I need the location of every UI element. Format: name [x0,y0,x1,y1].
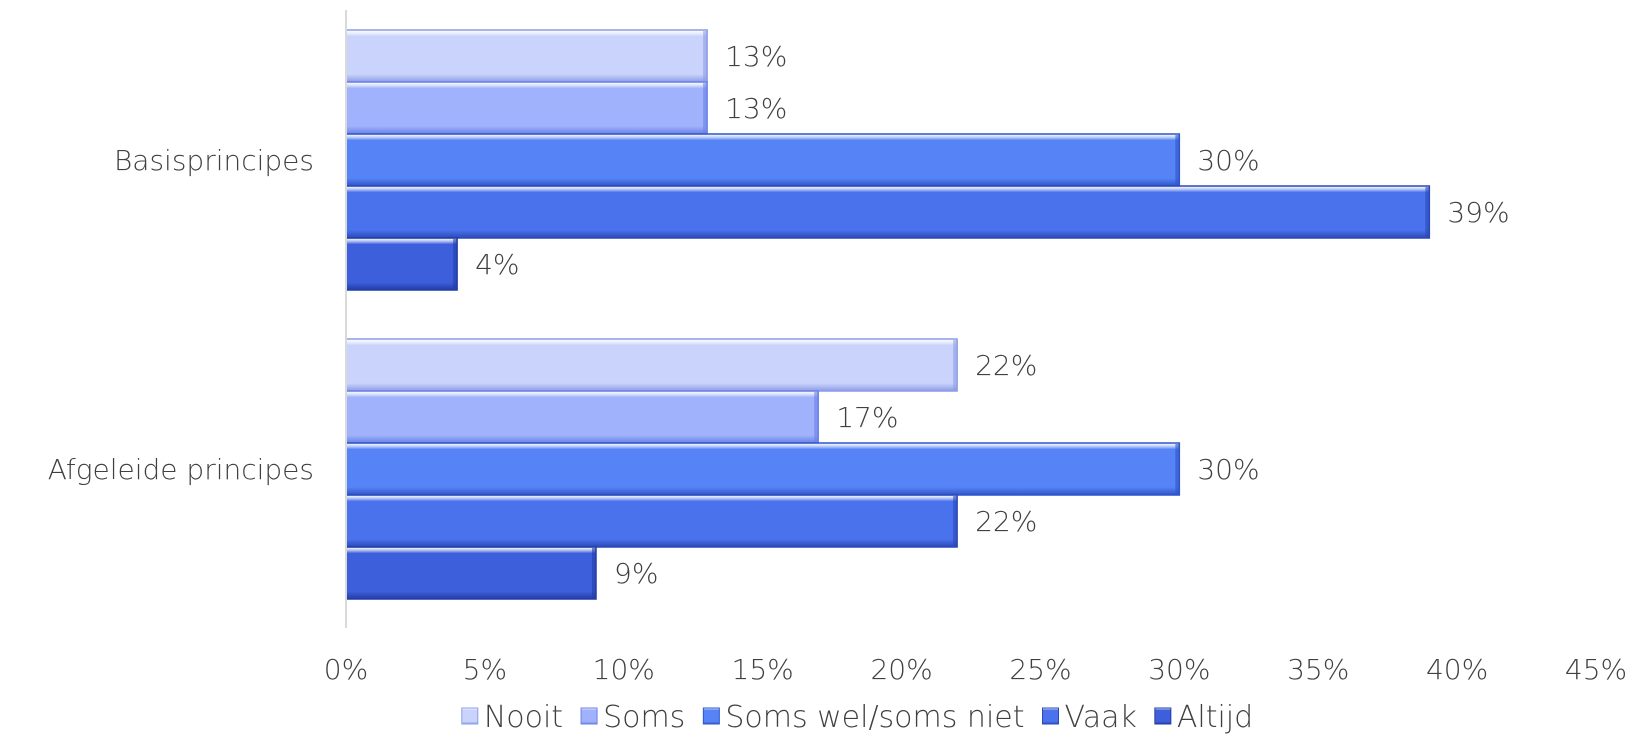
data-label-0-1: 13% [725,92,787,125]
data-labels-layer: 13% 13% 30% 39% 4% 22% 17% 30% 22% 9% [475,40,1509,590]
bar-1-3 [345,494,958,548]
legend-item-1: Soms [580,700,685,735]
x-tick-label-4: 20% [870,653,932,686]
legend-swatch-0 [461,707,479,725]
legend-swatch-3 [1042,707,1059,725]
legend-item-0: Nooit [461,700,563,735]
bar-1-4 [345,546,597,600]
bar-1-0 [345,338,958,392]
bar-edge-0-1 [703,83,708,133]
bar-edge-1-3 [953,496,958,546]
category-label-0: Basisprincipes [114,144,314,177]
bars-layer [345,29,1431,600]
bar-edge-0-3 [1425,187,1430,237]
legend-item-4: Altijd [1154,700,1253,735]
x-tick-label-1: 5% [463,653,507,686]
x-tick-label-0: 0% [324,653,368,686]
data-label-0-0: 13% [725,40,787,73]
legend: Nooit Soms Soms wel/soms niet Vaak Altijd [461,700,1253,735]
x-tick-label-9: 45% [1565,653,1627,686]
bar-0-4 [345,237,458,291]
x-tick-label-7: 35% [1287,653,1349,686]
x-tick-label-5: 25% [1009,653,1071,686]
legend-label-3: Vaak [1065,700,1137,735]
bar-edge-1-0 [953,340,958,390]
legend-swatch-2 [702,707,720,725]
data-label-1-3: 22% [975,505,1037,538]
x-tick-label-3: 15% [732,653,794,686]
legend-item-2: Soms wel/soms niet [702,700,1025,735]
data-label-1-0: 22% [975,349,1037,382]
legend-label-1: Soms [603,700,685,735]
bar-edge-1-4 [592,548,596,598]
x-tick-label-2: 10% [593,653,655,686]
data-label-0-3: 39% [1447,196,1509,229]
category-label-1: Afgeleide principes [48,453,314,486]
legend-label-0: Nooit [484,700,563,735]
bar-edge-1-1 [814,392,819,442]
bar-0-3 [345,185,1431,239]
data-label-0-2: 30% [1197,144,1259,177]
x-tick-labels-layer: 0% 5% 10% 15% 20% 25% 30% 35% 40% 45% [324,653,1627,686]
data-label-1-2: 30% [1197,453,1259,486]
data-label-1-4: 9% [614,557,658,590]
bar-1-1 [345,390,819,444]
bar-0-1 [345,81,708,135]
bar-edge-0-0 [703,31,708,81]
legend-swatch-4 [1154,707,1172,725]
bar-edge-0-4 [453,239,458,289]
legend-item-3: Vaak [1042,700,1137,735]
legend-swatch-1 [580,707,598,725]
data-label-0-4: 4% [475,248,519,281]
x-tick-label-8: 40% [1426,653,1488,686]
bar-0-2 [345,133,1181,187]
legend-label-2: Soms wel/soms niet [725,700,1024,735]
bar-edge-1-2 [1175,444,1180,494]
category-labels-layer: Basisprincipes Afgeleide principes [48,144,314,486]
bar-0-0 [345,29,708,83]
legend-label-4: Altijd [1177,700,1253,735]
x-tick-label-6: 30% [1148,653,1210,686]
data-label-1-1: 17% [836,401,898,434]
bar-1-2 [345,442,1181,496]
bar-edge-0-2 [1175,135,1180,185]
